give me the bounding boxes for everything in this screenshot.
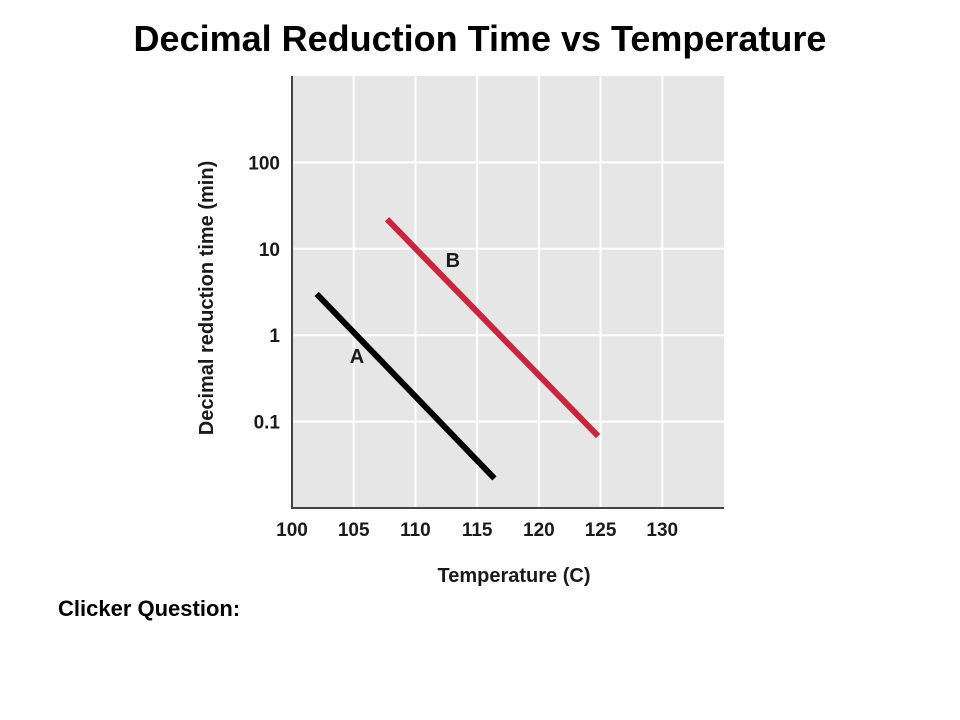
series-label-b: B [446, 250, 460, 272]
x-tick-label: 130 [646, 520, 678, 541]
x-tick-labels: 100 105 110 115 120 125 130 [276, 520, 678, 541]
plot-background [292, 76, 724, 508]
series-line-b [384, 217, 601, 439]
y-tick-label: 1 [269, 326, 280, 347]
y-tick-label: 10 [259, 240, 280, 261]
gridlines [292, 76, 724, 508]
y-tick-label: 0.1 [254, 413, 281, 434]
y-tick-label: 100 [248, 153, 280, 174]
y-axis-title: Decimal reduction time (min) [196, 161, 218, 436]
clicker-question-label: Clicker Question: [58, 596, 241, 621]
series-line-a [314, 291, 497, 481]
series-group: AB [314, 217, 601, 481]
x-tick-label: 125 [585, 520, 617, 541]
y-tick-labels: 0.1 1 10 100 [248, 153, 280, 433]
x-tick-label: 115 [462, 520, 493, 541]
axes [291, 76, 724, 509]
x-axis-title: Temperature (C) [438, 565, 591, 587]
series-label-a: A [350, 346, 364, 368]
x-tick-label: 110 [400, 520, 431, 541]
x-tick-label: 105 [338, 520, 370, 541]
x-tick-label: 100 [276, 520, 308, 541]
x-tick-label: 120 [523, 520, 555, 541]
slide-title: Decimal Reduction Time vs Temperature [133, 18, 827, 59]
